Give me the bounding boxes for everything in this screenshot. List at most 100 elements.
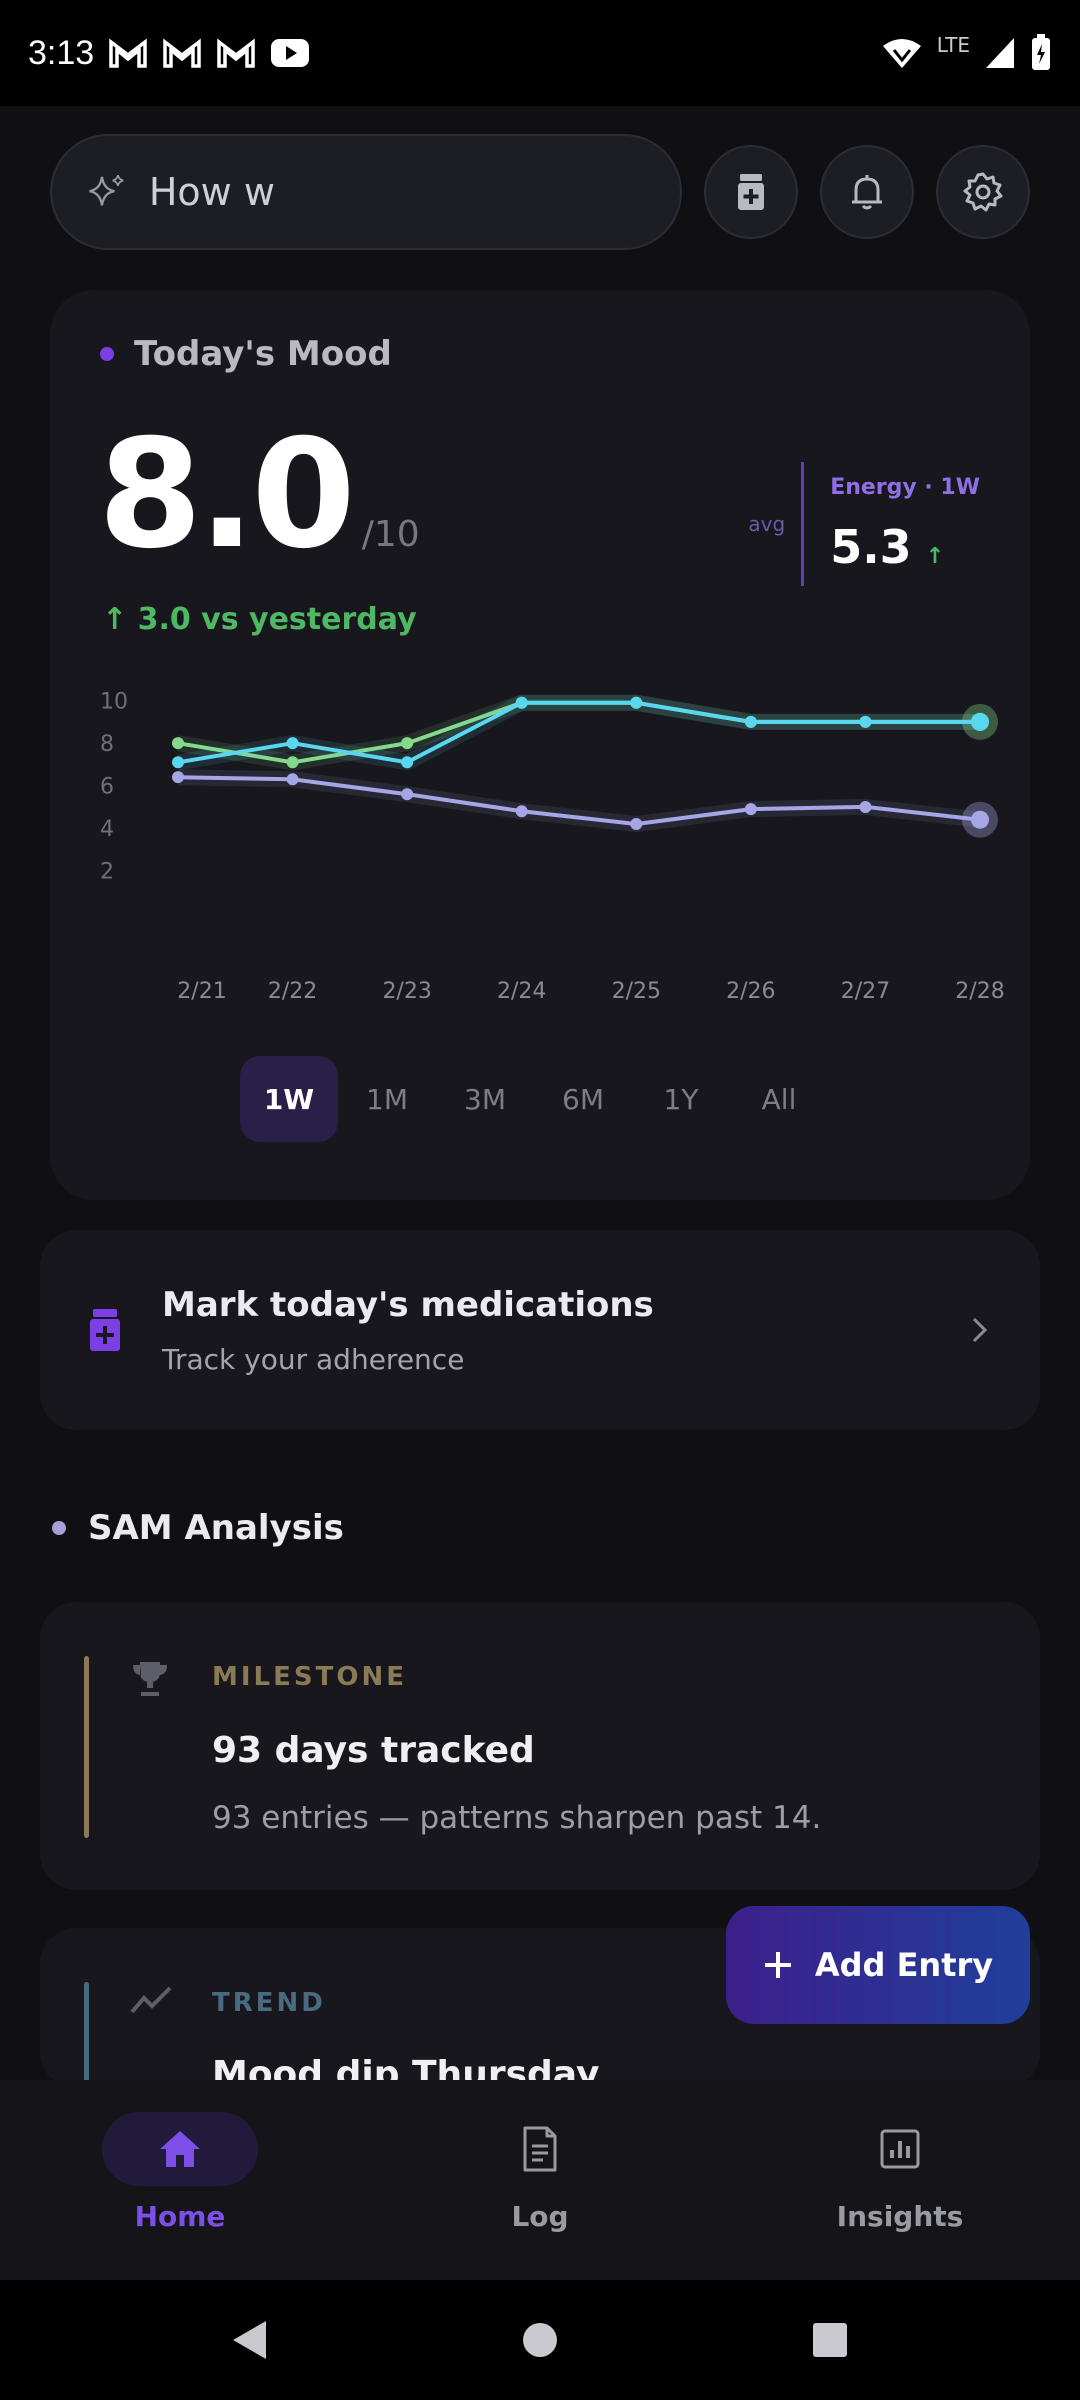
range-1y[interactable]: 1Y	[663, 1082, 699, 1116]
gmail-icon	[109, 38, 147, 68]
back-icon[interactable]	[230, 2319, 270, 2361]
pill-bottle-icon	[90, 1309, 120, 1351]
search-input[interactable]	[148, 170, 646, 214]
y-tick-label: 10	[100, 690, 128, 715]
mood-score-max: /10	[361, 514, 420, 555]
data-point[interactable]	[515, 696, 528, 709]
sam-dot	[52, 1521, 66, 1535]
nav-home[interactable]: Home	[0, 2080, 360, 2280]
x-tick-label: 2/22	[268, 979, 317, 1004]
data-point[interactable]	[859, 715, 872, 728]
nav-home-label: Home	[134, 2200, 226, 2233]
energy-trend-icon: ↑	[925, 543, 945, 569]
top-bar	[50, 134, 1030, 250]
sparkle-icon	[89, 174, 124, 206]
medication-button[interactable]	[704, 145, 798, 239]
nav-insights[interactable]: Insights	[720, 2080, 1080, 2280]
x-tick-label: 2/21	[177, 979, 226, 1004]
insight-tag: TREND	[212, 1988, 326, 2018]
bottom-nav: Home Log Insights	[0, 2080, 1080, 2280]
battery-icon	[1032, 34, 1050, 70]
notifications-button[interactable]	[820, 145, 914, 239]
search-bar[interactable]	[50, 134, 682, 250]
youtube-icon	[271, 39, 310, 67]
data-point[interactable]	[172, 756, 184, 769]
insights-icon	[880, 2129, 920, 2169]
mood-score: 8.0 /10	[98, 408, 420, 582]
insight-card-milestone[interactable]: MILESTONE 93 days tracked 93 entries — p…	[40, 1602, 1040, 1890]
recents-icon[interactable]	[810, 2320, 850, 2360]
x-tick-label: 2/25	[612, 979, 661, 1004]
medication-subtitle: Track your adherence	[162, 1342, 465, 1376]
x-tick-label: 2/26	[726, 979, 775, 1004]
energy-avg-label: avg	[748, 512, 786, 536]
home-system-icon[interactable]	[520, 2320, 560, 2360]
energy-label: Energy · 1W	[830, 474, 980, 500]
insight-desc: 93 entries — patterns sharpen past 14.	[212, 1800, 822, 1836]
data-point[interactable]	[172, 771, 184, 784]
range-all[interactable]: All	[761, 1082, 797, 1116]
x-tick-label: 2/24	[497, 979, 546, 1004]
y-tick-label: 4	[100, 817, 114, 842]
pill-bottle-icon	[738, 174, 764, 210]
chevron-right-icon	[972, 1317, 988, 1343]
series-line	[177, 775, 981, 826]
sam-title: SAM Analysis	[88, 1508, 344, 1548]
settings-button[interactable]	[936, 145, 1030, 239]
data-point[interactable]	[401, 737, 414, 750]
x-tick-label: 2/27	[841, 979, 890, 1004]
series-glow	[176, 694, 980, 771]
range-1w[interactable]: 1W	[240, 1056, 338, 1142]
y-tick-label: 2	[100, 860, 114, 885]
insight-tag: MILESTONE	[212, 1662, 407, 1692]
mood-header: Today's Mood	[100, 334, 392, 374]
data-point[interactable]	[744, 715, 757, 728]
data-point[interactable]	[401, 756, 414, 769]
nav-log-label: Log	[511, 2200, 569, 2233]
mood-dot	[100, 347, 114, 361]
data-point[interactable]	[172, 737, 184, 750]
insight-accent	[84, 1982, 89, 2088]
energy-divider	[801, 462, 805, 586]
data-point[interactable]	[286, 737, 299, 750]
home-icon	[160, 2131, 200, 2167]
data-point[interactable]	[630, 817, 643, 830]
sam-heading: SAM Analysis	[52, 1508, 344, 1548]
mood-delta: ↑ 3.0 vs yesterday	[102, 602, 417, 637]
range-3m[interactable]: 3M	[464, 1082, 506, 1116]
data-point[interactable]	[971, 712, 989, 731]
series-line	[177, 700, 980, 765]
wifi-icon	[882, 39, 921, 68]
bell-icon	[852, 175, 882, 210]
insight-accent	[84, 1656, 89, 1838]
x-tick-label: 2/28	[955, 979, 1004, 1004]
network-type: LTE	[936, 33, 970, 57]
data-point[interactable]	[859, 800, 872, 813]
signal-icon	[986, 38, 1014, 68]
add-entry-button[interactable]: Add Entry	[726, 1906, 1030, 2024]
trend-icon	[130, 1986, 172, 2014]
data-point[interactable]	[744, 803, 757, 816]
nav-insights-label: Insights	[836, 2200, 964, 2233]
x-tick-label: 2/23	[382, 979, 431, 1004]
data-point[interactable]	[971, 810, 989, 829]
data-point[interactable]	[515, 805, 528, 818]
status-bar: 3:13 LTE	[0, 0, 1080, 106]
energy-value: 5.3	[830, 519, 912, 574]
nav-log[interactable]: Log	[360, 2080, 720, 2280]
gear-icon	[963, 172, 1003, 212]
status-time: 3:13	[28, 33, 95, 72]
add-entry-label: Add Entry	[814, 1946, 994, 1984]
range-1m[interactable]: 1M	[366, 1082, 408, 1116]
y-tick-label: 6	[100, 775, 114, 800]
data-point[interactable]	[630, 696, 643, 709]
medication-card[interactable]: Mark today's medications Track your adhe…	[40, 1230, 1040, 1430]
data-point[interactable]	[286, 756, 299, 769]
mood-chart[interactable]: 10 8 6 4 2 2/21 2/22 2/23 2/24 2/25 2/26 2/27 2/28	[50, 678, 1030, 1018]
data-point[interactable]	[401, 788, 414, 801]
range-6m[interactable]: 6M	[562, 1082, 604, 1116]
data-point[interactable]	[286, 773, 299, 786]
insight-title: 93 days tracked	[212, 1730, 535, 1771]
log-icon	[523, 2126, 557, 2172]
y-tick-label: 8	[100, 732, 114, 757]
